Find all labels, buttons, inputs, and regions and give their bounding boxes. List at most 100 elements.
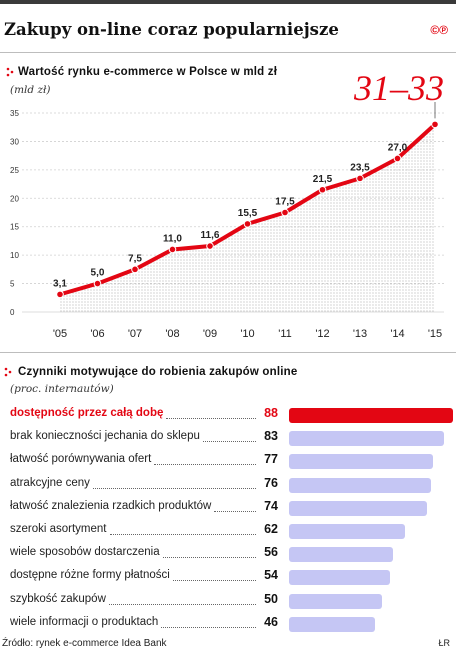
bar-chart-subtitle: (proc. internautów) [10, 383, 114, 395]
bar [289, 616, 375, 632]
data-point [206, 242, 214, 250]
bar-row: łatwość porównywania ofert 77 [0, 450, 456, 472]
y-tick-label: 5 [10, 280, 15, 289]
bar-category-label: łatwość znalezienia rzadkich produktów [10, 499, 212, 512]
y-tick-label: 15 [10, 223, 19, 232]
data-label: 21,5 [313, 174, 333, 185]
bar-row: szeroki asortyment 62 [0, 520, 456, 542]
bar [289, 593, 383, 609]
data-point [281, 208, 289, 217]
leader-dots [163, 557, 256, 559]
data-label: 7,5 [128, 253, 142, 264]
data-label: 17,5 [275, 197, 295, 208]
bar-category-label: łatwość porównywania ofert [10, 453, 152, 466]
x-tick-label: '07 [128, 328, 142, 340]
bar-row: brak konieczności jechania do sklepu 83 [0, 427, 456, 449]
bar-row: łatwość znalezienia rzadkich produktów 74 [0, 497, 456, 519]
bar [289, 408, 453, 423]
section-bullet-icon [4, 367, 12, 377]
bar-row: wiele informacji o produktach 46 [0, 613, 456, 635]
line-chart-subtitle: (mld zł) [10, 84, 51, 96]
data-label: 5,0 [91, 268, 105, 279]
bar-row: szybkość zakupów 50 [0, 590, 456, 612]
section-bullet-icon [6, 67, 14, 77]
bar [289, 524, 405, 539]
bar-category-label: brak konieczności jechania do sklepu [10, 430, 200, 443]
line-chart: 0 5 10 15 20 25 30 35 3,1 5,0 7,5 11,0 11,6 15,5 17,5 2… [10, 102, 444, 340]
x-tick-label: '10 [240, 328, 254, 340]
leader-dots [154, 464, 256, 466]
data-point [131, 265, 139, 274]
bar-value-label: 74 [264, 498, 278, 513]
y-tick-label: 20 [10, 194, 19, 203]
bar-row: dostępność przez całą dobę 88 [0, 404, 456, 426]
data-point [93, 279, 102, 288]
data-label: 27,0 [388, 142, 408, 153]
x-tick-label: '11 [278, 328, 292, 340]
data-point [318, 185, 327, 194]
bar-value-label: 46 [264, 614, 278, 629]
bar-category-label: wiele informacji o produktach [10, 615, 159, 628]
bar [289, 477, 431, 493]
bar-value-label: 88 [264, 406, 278, 420]
leader-dots [166, 418, 256, 419]
x-tick-label: '08 [165, 328, 179, 340]
data-point [431, 120, 439, 129]
bar-value-label: 62 [264, 522, 278, 536]
data-point [56, 290, 64, 299]
area-fill [60, 124, 435, 312]
data-point [243, 220, 252, 228]
bar [289, 454, 433, 470]
x-tick-label: '05 [53, 328, 67, 340]
data-point [356, 174, 364, 183]
leader-dots [203, 441, 256, 443]
forecast-callout: 31–33 [354, 68, 444, 108]
x-tick-label: '13 [353, 328, 367, 340]
data-point [393, 154, 402, 163]
bar-category-label: szybkość zakupów [10, 592, 106, 605]
bar-row: atrakcyjne ceny 76 [0, 474, 456, 496]
leader-dots [214, 510, 256, 512]
bar-category-label: dostępne różne formy płatności [10, 569, 170, 582]
leader-dots [161, 626, 256, 628]
bar-row: dostępne różne formy płatności 54 [0, 566, 456, 588]
x-tick-label: '09 [203, 328, 217, 340]
divider [0, 352, 456, 353]
leader-dots [93, 487, 256, 489]
data-label: 11,0 [163, 233, 182, 244]
bar-chart-title: Czynniki motywujące do robienia zakupów … [18, 366, 298, 378]
divider [0, 52, 456, 53]
data-label: 15,5 [238, 208, 258, 219]
bar-category-label: dostępność przez całą dobę [10, 407, 164, 419]
author-credit: ŁR [438, 638, 450, 648]
x-tick-label: '14 [390, 328, 404, 340]
bar [289, 570, 390, 586]
x-tick-label: '12 [315, 328, 329, 340]
bar-category-label: szeroki asortyment [10, 523, 107, 535]
bar-value-label: 56 [264, 545, 278, 560]
bar-category-label: wiele sposobów dostarczenia [10, 546, 160, 559]
y-tick-label: 0 [10, 308, 15, 317]
y-tick-label: 25 [10, 166, 19, 175]
data-label: 23,5 [350, 162, 370, 173]
bar [289, 547, 394, 563]
headline: Zakupy on-line coraz popularniejsze [4, 20, 339, 39]
x-tick-label: '15 [428, 328, 442, 340]
leader-dots [109, 603, 256, 605]
leader-dots [173, 580, 256, 582]
line-chart-title: Wartość rynku e-commerce w Polsce w mld … [18, 66, 278, 78]
top-rule [0, 0, 456, 4]
bar-value-label: 77 [264, 452, 278, 467]
bar-row: wiele sposobów dostarczenia 56 [0, 543, 456, 565]
y-tick-label: 10 [10, 251, 19, 260]
data-label: 11,6 [201, 230, 220, 241]
data-point [168, 245, 177, 254]
data-label: 3,1 [53, 278, 67, 289]
y-tick-label: 30 [10, 137, 19, 146]
bar-value-label: 83 [264, 429, 278, 444]
y-tick-label: 35 [10, 109, 19, 118]
bar-value-label: 54 [264, 568, 278, 583]
bar-category-label: atrakcyjne ceny [10, 476, 90, 489]
brand-logo: ©℗ [430, 23, 448, 37]
source-note: Źródło: rynek e-commerce Idea Bank [2, 638, 167, 649]
